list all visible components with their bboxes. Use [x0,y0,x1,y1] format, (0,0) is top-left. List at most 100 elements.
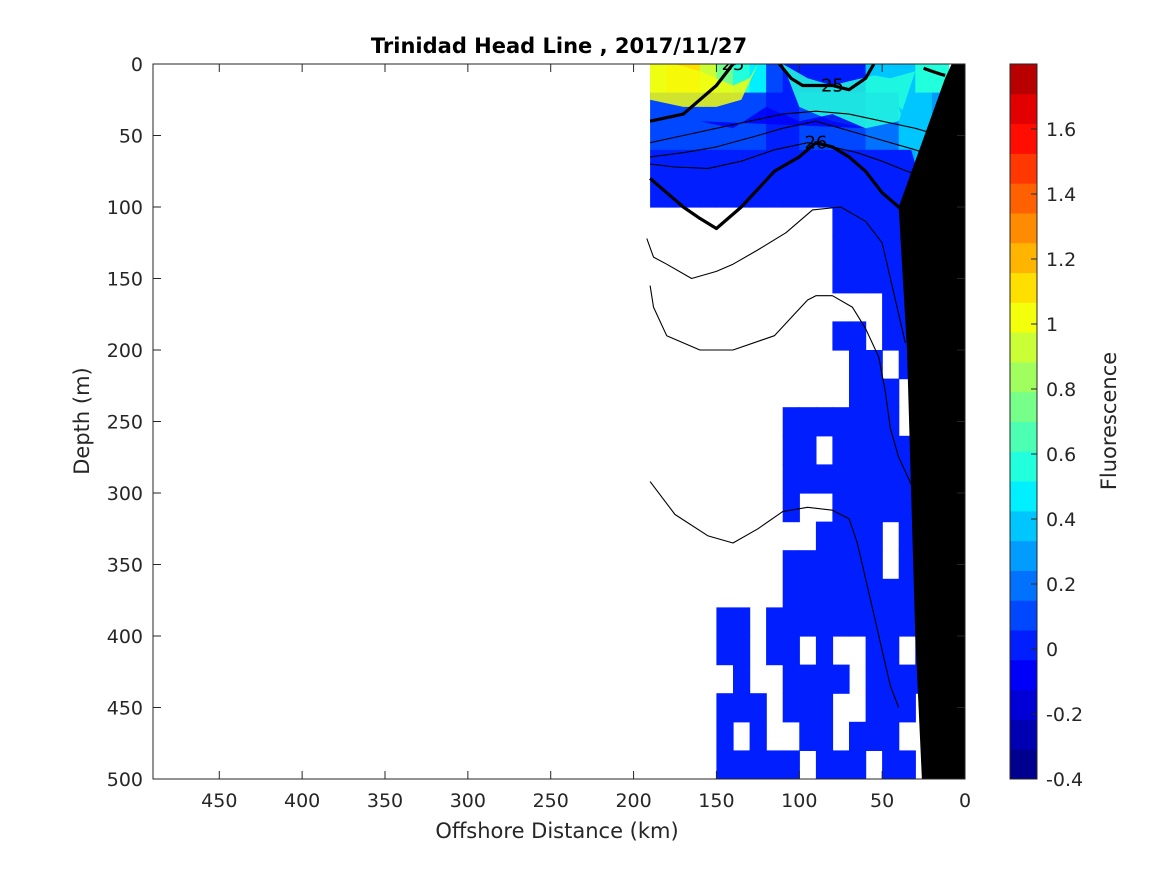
fluorescence-cell [832,178,850,208]
fluorescence-cell [849,550,867,580]
fluorescence-cell [766,750,784,779]
fluorescence-cell [815,721,834,751]
contour-label: 26 [804,133,827,154]
colorbar-step [1010,600,1037,631]
fluorescence-cell [815,693,834,723]
fluorescence-cell [733,750,751,779]
colorbar-step [1010,421,1037,452]
x-tick-label: 100 [781,790,817,812]
contour-label: 25 [821,76,844,97]
fluorescence-cell [782,664,800,694]
fluorescence-cell [832,435,850,465]
colorbar-step [1010,689,1037,720]
chart-title: Trinidad Head Line , 2017/11/27 [371,34,747,58]
fluorescence-cell [898,750,916,779]
fluorescence-cell [749,64,767,94]
colorbar-tick-label: 0.4 [1046,509,1076,531]
fluorescence-cell [716,721,734,751]
fluorescence-cell [832,207,850,237]
colorbar-step [1010,391,1037,422]
colorbar-step [1010,749,1037,780]
fluorescence-cell [882,664,900,694]
fluorescence-cell [683,149,701,179]
fluorescence-cell [799,721,817,751]
fluorescence-cell [782,578,800,608]
colorbar-step [1010,719,1037,750]
fluorescence-cell [832,521,850,551]
fluorescence-cell [650,178,668,208]
fluorescence-cell [699,149,718,179]
fluorescence-cell [815,550,834,580]
x-tick-labels: 450 400 350 300 250 200 150 100 50 0 [201,790,971,812]
fluorescence-cell [882,235,900,265]
fluorescence-cell [898,607,916,637]
colorbar-tick-label: 1 [1046,314,1058,336]
colorbar-tick-label: 0.2 [1046,574,1076,596]
fluorescence-cell [815,149,834,179]
fluorescence-cell [849,235,867,265]
fluorescence-cell [865,721,883,751]
fluorescence-cell [865,636,883,666]
colorbar-step [1010,540,1037,571]
density-contour-minor [646,206,906,344]
fluorescence-cell [832,550,850,580]
fluorescence-cell [683,121,701,151]
fluorescence-cell [865,121,883,151]
fluorescence-band [650,64,758,107]
fluorescence-cell [849,578,867,608]
y-tick-label: 250 [107,412,143,434]
x-tick-label: 350 [367,790,403,812]
fluorescence-cell [683,178,701,208]
fluorescence-cell [882,607,900,637]
fluorescence-cell [733,178,751,208]
fluorescence-cell [815,750,834,779]
fluorescence-cell [849,521,867,551]
fluorescence-cell [815,664,834,694]
fluorescence-cell [849,493,867,523]
y-tick-label: 0 [131,54,143,76]
fluorescence-cell [766,178,784,208]
fluorescence-cell [832,464,850,494]
fluorescence-cell [865,578,883,608]
fluorescence-cell [882,121,900,151]
data-layer: 25 25 26 [646,64,965,779]
colorbar-step [1010,510,1037,542]
colorbar-tick-label: 1.4 [1046,184,1076,206]
fluorescence-cell [832,407,850,437]
fluorescence-cell [749,149,767,179]
y-tick-label: 100 [107,197,143,219]
fluorescence-cell [666,149,684,179]
fluorescence-cell [865,664,883,694]
fluorescence-cell [865,607,883,637]
fluorescence-cell [716,636,734,666]
fluorescence-cell [782,121,800,151]
colorbar-step [1010,153,1037,184]
x-axis-label: Offshore Distance (km) [435,819,678,843]
fluorescence-cell [799,578,817,608]
x-tick-label: 200 [615,790,651,812]
fluorescence-cell [782,750,800,779]
fluorescence-cell [882,178,900,208]
fluorescence-cell [832,578,850,608]
fluorescence-cell [699,121,718,151]
fluorescence-cell [849,350,867,380]
fluorescence-cell [815,178,834,208]
colorbar-step [1010,272,1037,303]
fluorescence-cell [849,435,867,465]
density-contour-minor [649,481,900,708]
fluorescence-cell [716,693,734,723]
colorbar-step [1010,302,1037,333]
fluorescence-cell [865,235,883,265]
seafloor-bathymetry [898,64,965,779]
fluorescence-cell [849,607,867,637]
fluorescence-cell [749,750,767,779]
fluorescence-cell [882,578,900,608]
colorbar-step [1010,659,1037,691]
x-tick-label: 150 [698,790,734,812]
fluorescence-cell [766,149,784,179]
fluorescence-cell [882,693,900,723]
fluorescence-cell [766,121,784,151]
fluorescence-cell [749,721,767,751]
fluorescence-cell [832,121,850,151]
fluorescence-cell [849,321,867,351]
